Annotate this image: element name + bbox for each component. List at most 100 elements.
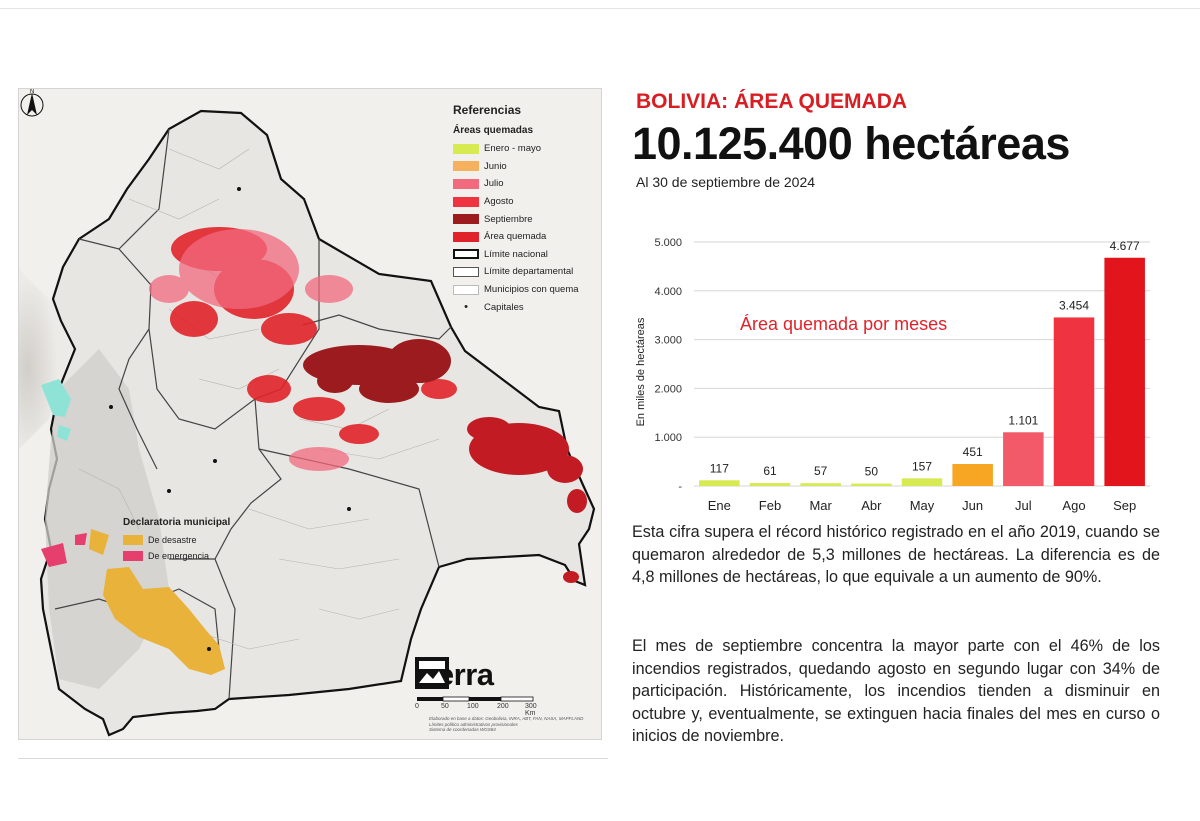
bar-value-label: 1.101 — [1008, 413, 1038, 427]
bar-value-label: 451 — [963, 445, 983, 459]
legend-item-label: Julio — [484, 178, 504, 190]
scale-label: 100 — [467, 703, 479, 710]
chart-y-ticks: 5.000 4.000 3.000 2.000 1.000 - — [654, 237, 682, 493]
legend-item: Agosto — [453, 193, 601, 211]
chart-title: Área quemada por meses — [740, 314, 947, 334]
x-tick-label: Mar — [809, 498, 832, 513]
legend-item-label: Capitales — [484, 301, 524, 313]
bolivia-burn-map: Referencias Áreas quemadas Enero - mayo J… — [18, 88, 602, 740]
tierra-logo: tierra — [415, 657, 494, 693]
legend-item-label: Área quemada — [484, 231, 547, 243]
legend-item: Municipios con quema — [453, 281, 601, 299]
chart-y-axis-label: En miles de hectáreas — [635, 317, 647, 426]
y-tick-label: 5.000 — [654, 237, 682, 249]
bar-jun — [952, 463, 993, 486]
tierra-logo-mark — [415, 657, 449, 689]
x-tick-label: Abr — [861, 498, 882, 513]
bar-may — [901, 478, 943, 486]
legend-items: Enero - mayo Junio Julio Agosto Septiembre Ár… — [453, 140, 601, 316]
credit-line: Sistema de coordenadas WGS84 — [429, 727, 496, 732]
legend-swatch — [453, 143, 479, 154]
scale-label: 50 — [441, 703, 449, 710]
declaratoria-swatch — [123, 535, 143, 545]
svg-text:N: N — [30, 89, 34, 95]
legend-item: • Capitales — [453, 298, 601, 316]
paragraph-record: Esta cifra supera el récord histórico re… — [632, 523, 1160, 587]
scale-label: 200 — [497, 703, 509, 710]
chart-value-labels: 117 61 57 50 157 451 1.101 3.454 4.677 — [710, 239, 1140, 479]
declaratoria-item: De emergencia — [123, 548, 273, 564]
y-tick-label: 4.000 — [654, 286, 682, 298]
map-bottom-divider — [18, 758, 608, 759]
bar-value-label: 157 — [912, 459, 932, 473]
legend-swatch — [453, 178, 479, 189]
scale-label: 0 — [415, 703, 419, 710]
legend-swatch — [453, 214, 479, 225]
legend-subtitle: Áreas quemadas — [453, 125, 534, 136]
legend-swatch — [453, 249, 479, 260]
x-tick-label: Ene — [708, 498, 731, 513]
bar-jul — [1003, 432, 1044, 486]
declaratoria-label: De desastre — [148, 535, 197, 545]
bar-value-label: 4.677 — [1110, 239, 1140, 253]
paragraph-september: El mes de septiembre concentra la mayor … — [632, 637, 1160, 746]
legend-swatch — [453, 284, 479, 295]
bar-value-label: 57 — [814, 464, 828, 478]
y-tick-label: - — [678, 481, 682, 493]
declaratoria-legend: Declaratoria municipal De desastre De eme… — [123, 517, 273, 564]
bar-ene — [699, 480, 740, 486]
x-tick-label: Jul — [1015, 498, 1032, 513]
total-area: 10.125.400 hectáreas — [632, 118, 1070, 169]
legend-item: Límite departamental — [453, 263, 601, 281]
legend-item-label: Límite departamental — [484, 266, 574, 278]
legend-item-label: Municipios con quema — [484, 284, 579, 296]
map-graphic — [19, 89, 601, 739]
bar-abr — [851, 483, 892, 486]
bar-ago — [1053, 317, 1095, 486]
legend-item: Junio — [453, 158, 601, 176]
legend-item-label: Septiembre — [484, 213, 533, 225]
top-divider — [0, 8, 1200, 9]
bar-value-label: 117 — [710, 461, 729, 475]
credit-line: Límites político administrativos provisi… — [429, 721, 518, 727]
legend-item: Septiembre — [453, 210, 601, 228]
legend-item: Julio — [453, 175, 601, 193]
legend-item: Límite nacional — [453, 246, 601, 264]
x-tick-label: Feb — [759, 498, 781, 513]
bar-sep — [1104, 257, 1145, 486]
bar-mar — [800, 483, 841, 486]
legend-swatch — [453, 231, 479, 242]
map-scale-bar — [417, 696, 534, 702]
y-tick-label: 1.000 — [654, 432, 682, 444]
x-tick-label: Jun — [962, 498, 983, 513]
bar-value-label: 3.454 — [1059, 298, 1089, 312]
declaratoria-title: Declaratoria municipal — [123, 517, 231, 528]
chart-bars — [699, 257, 1145, 486]
legend-dot-icon: • — [464, 301, 468, 314]
x-tick-label: Sep — [1113, 498, 1136, 513]
legend-swatch — [453, 266, 479, 277]
bar-value-label: 50 — [865, 465, 879, 479]
legend-item-label: Agosto — [484, 196, 514, 208]
bar-value-label: 61 — [763, 464, 777, 478]
y-tick-label: 2.000 — [654, 383, 682, 395]
y-tick-label: 3.000 — [654, 335, 682, 347]
north-arrow-icon: N — [20, 89, 44, 117]
scale-label: 300 Km — [525, 703, 537, 717]
legend-item-label: Enero - mayo — [484, 143, 542, 155]
declaratoria-items: De desastre De emergencia — [123, 532, 273, 564]
map-legend: Referencias Áreas quemadas Enero - mayo J… — [453, 103, 601, 316]
monthly-burn-chart: 5.000 4.000 3.000 2.000 1.000 - 117 61 57 50 157 4… — [635, 237, 1150, 513]
legend-item: Enero - mayo — [453, 140, 601, 158]
headline: BOLIVIA: ÁREA QUEMADA — [636, 90, 908, 113]
declaratoria-item: De desastre — [123, 532, 273, 548]
map-credits: Elaborado en base a datos: Geobolivia, I… — [429, 716, 589, 733]
legend-item-label: Límite nacional — [484, 248, 548, 260]
legend-item: Área quemada — [453, 228, 601, 246]
chart-x-labels: Ene Feb Mar Abr May Jun Jul Ago Sep — [708, 498, 1136, 513]
credit-line: Elaborado en base a datos: Geobolivia, I… — [429, 716, 584, 721]
date-note: Al 30 de septiembre de 2024 — [636, 174, 816, 190]
declaratoria-label: De emergencia — [148, 551, 210, 561]
legend-title: Referencias — [453, 103, 522, 117]
x-tick-label: May — [910, 498, 935, 513]
